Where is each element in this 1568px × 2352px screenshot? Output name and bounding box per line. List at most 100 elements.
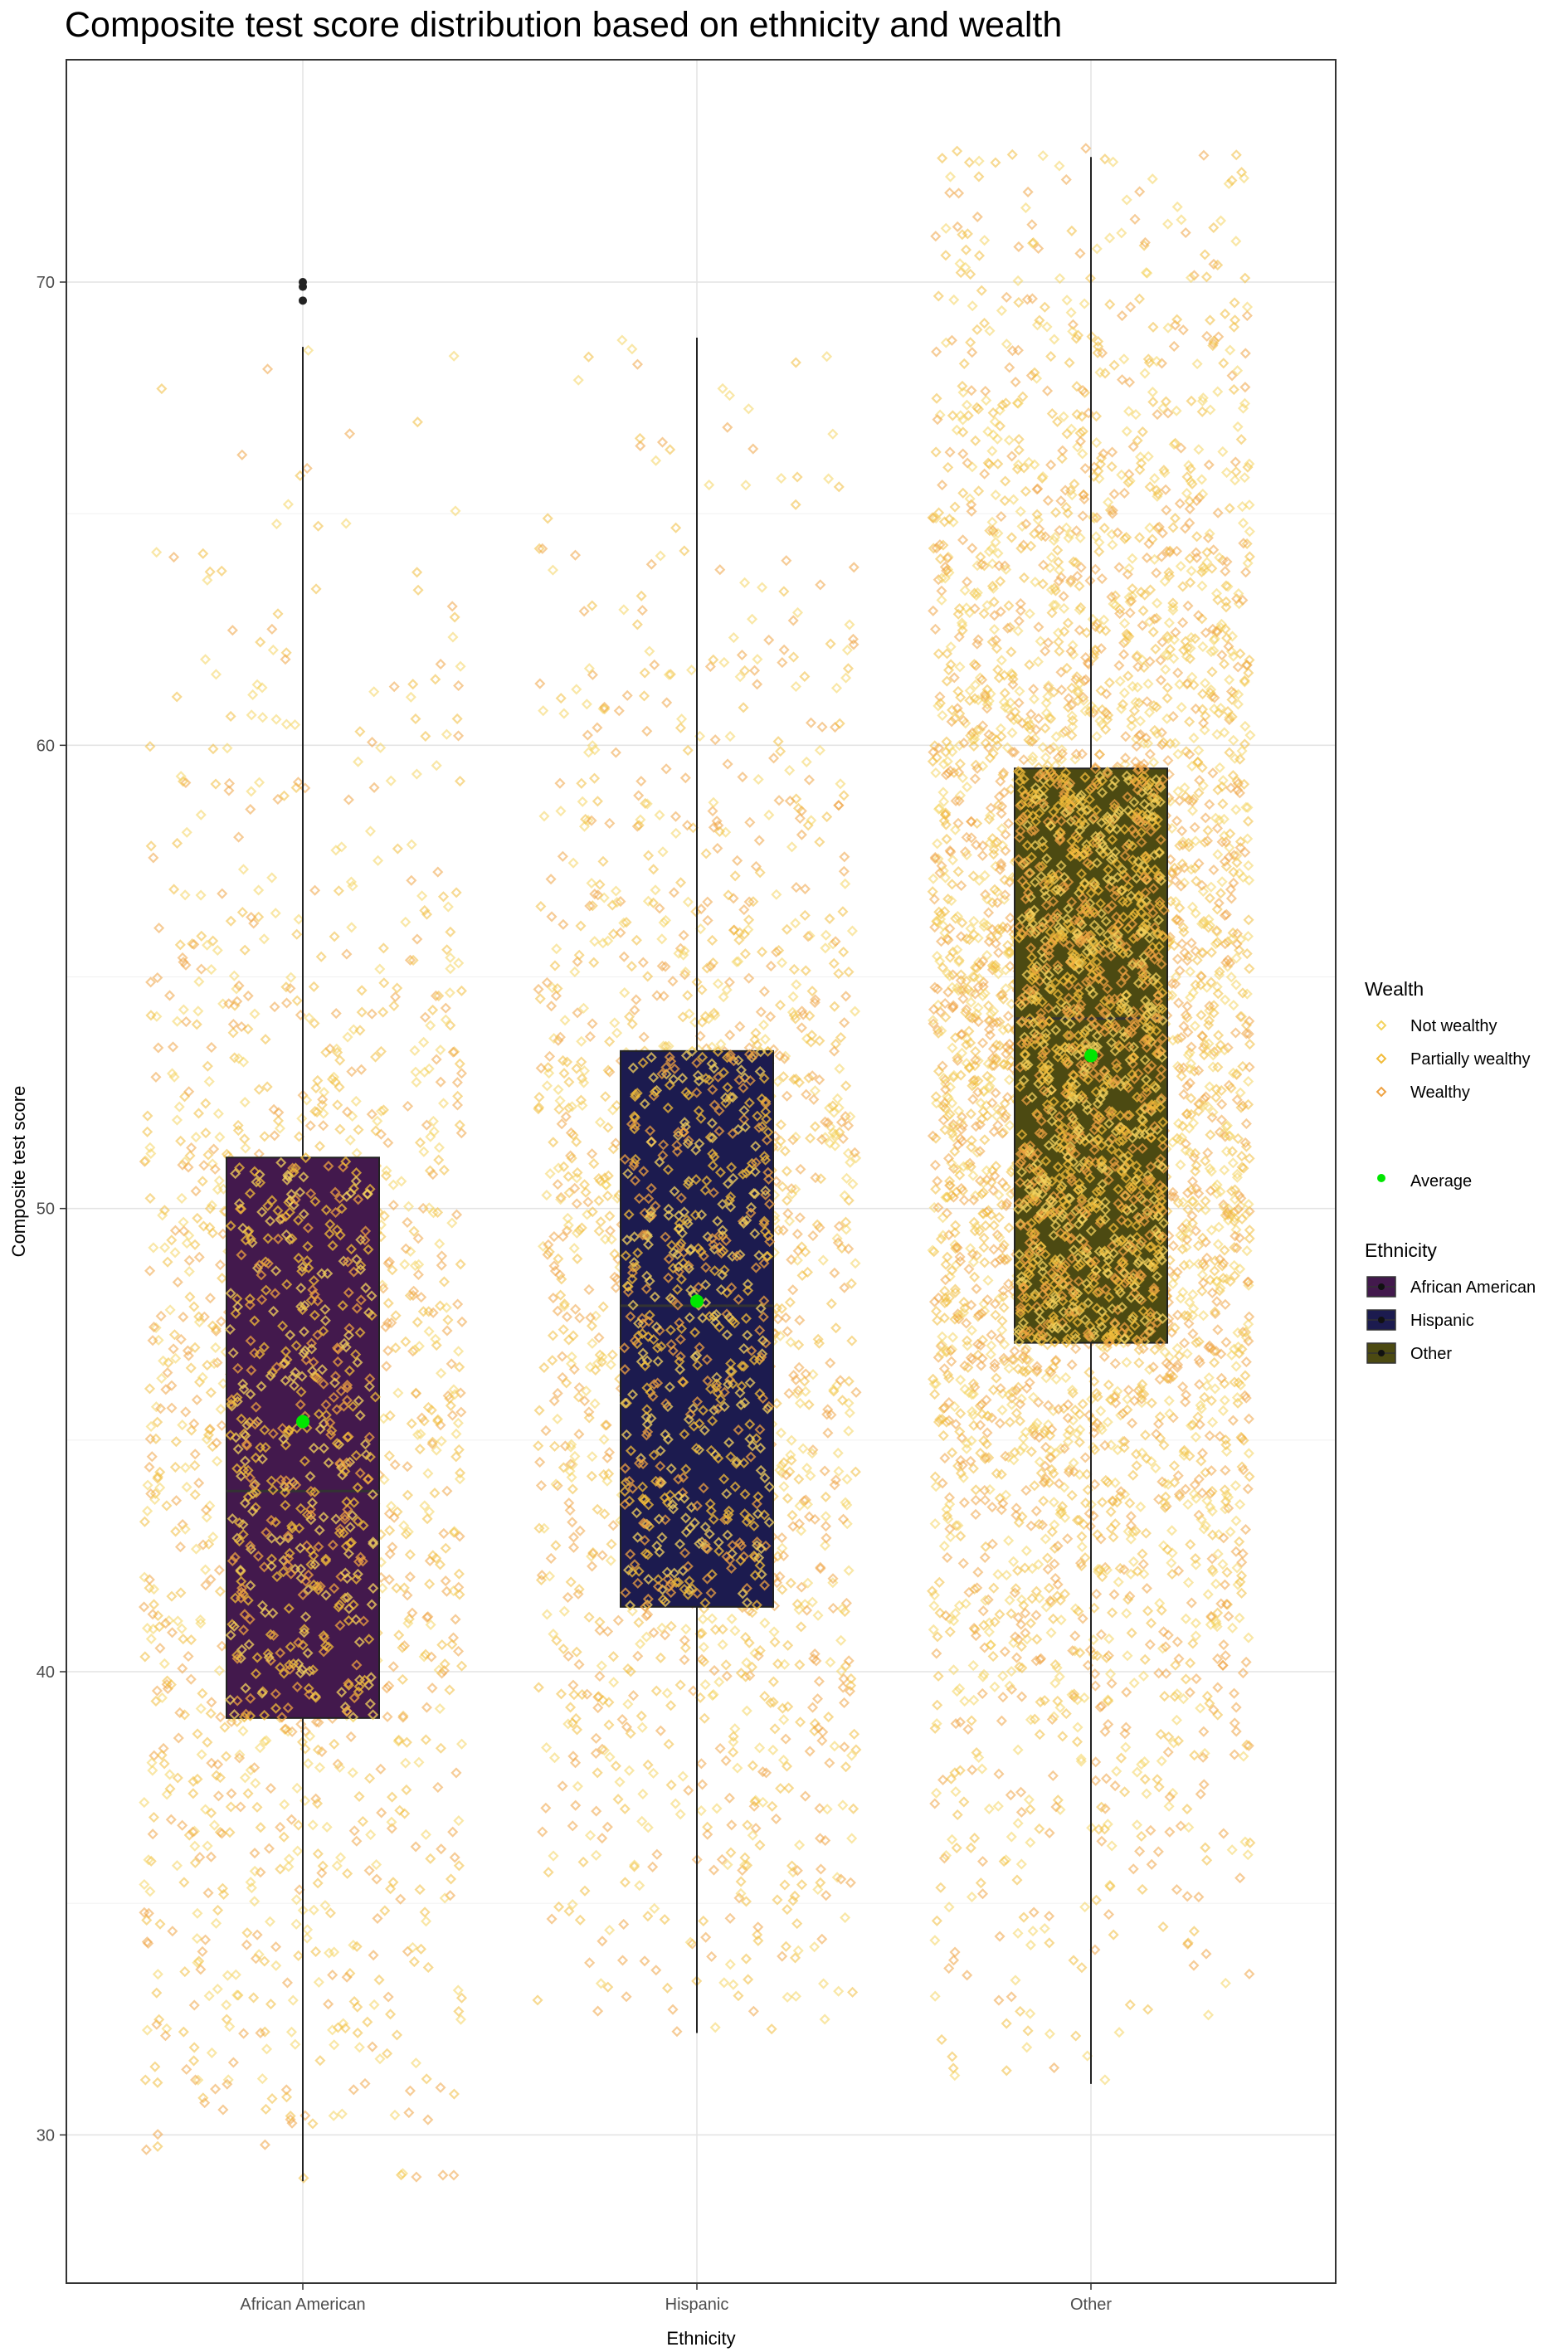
- jitter-point: [189, 1840, 201, 1852]
- jitter-point: [222, 2074, 234, 2086]
- jitter-point: [384, 1525, 396, 1536]
- jitter-point: [192, 1212, 203, 1224]
- jitter-point: [148, 1811, 160, 1824]
- jitter-point: [430, 674, 441, 685]
- jitter-point: [181, 1237, 192, 1249]
- jitter-point: [246, 911, 257, 923]
- jitter-point: [264, 1916, 276, 1927]
- jitter-point: [431, 1340, 442, 1351]
- jitter-point: [283, 1853, 295, 1865]
- jitter-point: [223, 785, 235, 796]
- jitter-point: [278, 790, 290, 801]
- jitter-point: [334, 1761, 346, 1773]
- jitter-point: [421, 1702, 432, 1713]
- jitter-point: [332, 1758, 343, 1770]
- jitter-point: [386, 1823, 397, 1834]
- jitter-point: [311, 1798, 324, 1809]
- jitter-point: [447, 1826, 459, 1838]
- jitter-point: [395, 1893, 407, 1905]
- jitter-point: [382, 1258, 394, 1269]
- jitter-point: [190, 1132, 202, 1143]
- jitter-point: [227, 1019, 239, 1030]
- jitter-point: [370, 1051, 382, 1063]
- jitter-point: [260, 1034, 271, 1045]
- jitter-point: [231, 983, 242, 995]
- jitter-point: [255, 636, 266, 648]
- jitter-point: [433, 1154, 445, 1166]
- jitter-point: [431, 1552, 442, 1564]
- jitter-point: [164, 1304, 176, 1316]
- jitter-point: [202, 939, 213, 951]
- jitter-point: [364, 1772, 376, 1785]
- jitter-point: [421, 2073, 432, 2085]
- jitter-point: [242, 1788, 254, 1799]
- jitter-point: [425, 1619, 436, 1630]
- jitter-point: [268, 1103, 280, 1115]
- jitter-point: [399, 1259, 411, 1270]
- jitter-point: [183, 1230, 195, 1241]
- jitter-point: [388, 1000, 400, 1011]
- jitter-point: [146, 1757, 158, 1769]
- jitter-point: [455, 1992, 468, 2004]
- jitter-point: [309, 1105, 321, 1118]
- jitter-point: [190, 1543, 202, 1555]
- jitter-point: [310, 1945, 322, 1958]
- jitter-point: [438, 1098, 450, 1109]
- jitter-point: [450, 1614, 461, 1625]
- jitter-point: [291, 1782, 303, 1794]
- jitter-point: [285, 2110, 296, 2122]
- jitter-point: [376, 1807, 387, 1819]
- jitter-point: [444, 1684, 455, 1696]
- jitter-point: [446, 1217, 458, 1229]
- jitter-point: [381, 1361, 392, 1372]
- jitter-point: [381, 1682, 392, 1694]
- jitter-point: [384, 1548, 396, 1560]
- jitter-point: [436, 1668, 448, 1679]
- jitter-point: [160, 1618, 172, 1629]
- jitter-point: [455, 1127, 467, 1139]
- jitter-point: [192, 2074, 204, 2086]
- jitter-point: [446, 601, 458, 612]
- jitter-point: [403, 2107, 415, 2119]
- jitter-point: [203, 1990, 215, 2002]
- jitter-point: [336, 841, 348, 853]
- jitter-point: [169, 1225, 181, 1236]
- jitter-point: [213, 1565, 225, 1576]
- jitter-point: [363, 1865, 375, 1877]
- jitter-point: [205, 1707, 217, 1719]
- jitter-point: [435, 1076, 446, 1088]
- jitter-point: [441, 1325, 453, 1337]
- jitter-point: [192, 1957, 203, 1969]
- jitter-point: [409, 1045, 421, 1056]
- jitter-point: [413, 1259, 425, 1270]
- jitter-point: [418, 1036, 430, 1048]
- jitter-point: [179, 889, 191, 901]
- jitter-point: [227, 2057, 239, 2068]
- jitter-point: [231, 1989, 243, 2001]
- jitter-point: [159, 2030, 172, 2042]
- jitter-point: [314, 1761, 326, 1774]
- jitter-point: [455, 2014, 467, 2025]
- jitter-point: [383, 1574, 395, 1585]
- jitter-point: [377, 942, 389, 954]
- jitter-point: [200, 1564, 212, 1575]
- jitter-point: [285, 982, 296, 994]
- jitter-point: [392, 843, 403, 855]
- jitter-point: [410, 2057, 422, 2069]
- jitter-point: [178, 1634, 189, 1645]
- jitter-point: [436, 1843, 447, 1855]
- chart-title: Composite test score distribution based …: [65, 5, 1063, 45]
- jitter-point: [144, 1142, 156, 1153]
- jitter-point: [207, 935, 219, 947]
- jitter-point: [359, 2077, 371, 2090]
- jitter-point: [225, 915, 236, 927]
- jitter-point: [255, 2027, 266, 2039]
- jitter-point: [307, 2118, 319, 2130]
- jitter-point: [298, 2172, 309, 2184]
- jitter-point: [193, 1478, 205, 1489]
- jitter-point: [293, 1950, 304, 1961]
- jitter-point: [216, 1419, 227, 1431]
- jitter-point: [434, 1300, 446, 1312]
- jitter-point: [149, 1488, 161, 1499]
- jitter-point: [215, 1404, 226, 1415]
